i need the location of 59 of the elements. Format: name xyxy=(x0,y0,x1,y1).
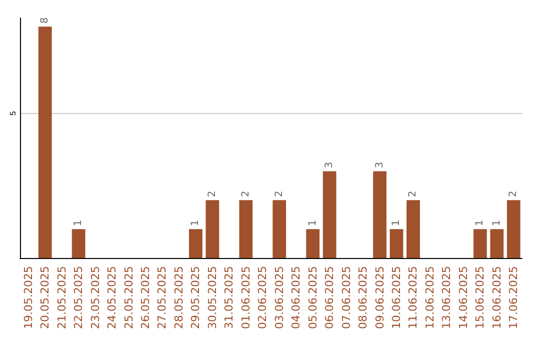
x-tick-label: 05.06.2025 xyxy=(306,266,320,330)
x-tick-label: 29.05.2025 xyxy=(189,266,202,330)
bar xyxy=(306,229,320,258)
data-label: 2 xyxy=(240,190,252,198)
x-tick-label: 13.06.2025 xyxy=(440,266,454,330)
bar xyxy=(373,171,386,258)
x-tick-label: 26.05.2025 xyxy=(139,266,152,330)
x-tick-label: 03.06.2025 xyxy=(272,266,286,330)
data-label: 1 xyxy=(73,220,84,226)
bar xyxy=(38,26,52,258)
bar xyxy=(473,229,487,258)
bar xyxy=(490,229,504,258)
bar xyxy=(406,200,420,258)
x-tick-label: 07.06.2025 xyxy=(340,266,353,330)
bar xyxy=(72,229,86,258)
bar xyxy=(272,200,286,258)
data-label: 1 xyxy=(391,220,402,226)
x-tick-label: 06.06.2025 xyxy=(323,266,336,330)
x-tick-label: 02.06.2025 xyxy=(256,266,270,330)
x-tick-label: 01.06.2025 xyxy=(239,266,252,330)
x-tick-label: 10.06.2025 xyxy=(390,266,403,330)
x-tick-label: 28.05.2025 xyxy=(172,266,186,330)
x-tick-label: 31.05.2025 xyxy=(222,266,236,330)
x-tick-label: 24.05.2025 xyxy=(106,266,119,330)
data-label: 1 xyxy=(190,220,202,226)
x-tick-label: 04.06.2025 xyxy=(290,266,303,330)
x-tick-label: 09.06.2025 xyxy=(373,266,386,330)
x-tick-label: 19.05.2025 xyxy=(22,266,35,330)
data-label: 3 xyxy=(324,162,336,168)
bar xyxy=(390,229,404,258)
data-label: 2 xyxy=(408,190,419,198)
x-tick-label: 14.06.2025 xyxy=(456,266,470,330)
y-tick-label: 5 xyxy=(8,110,18,116)
x-tick-label: 15.06.2025 xyxy=(474,266,487,330)
x-tick-label: 30.05.2025 xyxy=(206,266,219,330)
x-tick-label: 17.06.2025 xyxy=(507,266,520,330)
data-label: 1 xyxy=(491,220,502,226)
bar xyxy=(189,229,202,258)
bar xyxy=(239,200,253,258)
data-label: 1 xyxy=(474,220,486,226)
data-label: 8 xyxy=(40,17,51,24)
bar xyxy=(206,200,220,258)
x-tick-label: 22.05.2025 xyxy=(72,266,86,330)
bar xyxy=(322,171,336,258)
x-tick-label: 16.06.2025 xyxy=(490,266,504,330)
x-tick-label: 23.05.2025 xyxy=(88,266,102,330)
x-tick-label: 20.05.2025 xyxy=(38,266,52,330)
x-tick-label: 25.05.2025 xyxy=(122,266,136,330)
data-label: 3 xyxy=(374,162,386,168)
x-tick-label: 27.05.2025 xyxy=(156,266,169,330)
data-label: 2 xyxy=(274,190,285,198)
x-tick-label: 12.06.2025 xyxy=(423,266,436,330)
bar xyxy=(506,200,520,258)
data-label: 1 xyxy=(307,220,318,226)
x-tick-label: 21.05.2025 xyxy=(55,266,68,330)
x-tick-label: 08.06.2025 xyxy=(356,266,370,330)
data-label: 2 xyxy=(508,190,520,198)
x-tick-label: 11.06.2025 xyxy=(406,266,420,330)
data-label: 2 xyxy=(206,190,218,198)
